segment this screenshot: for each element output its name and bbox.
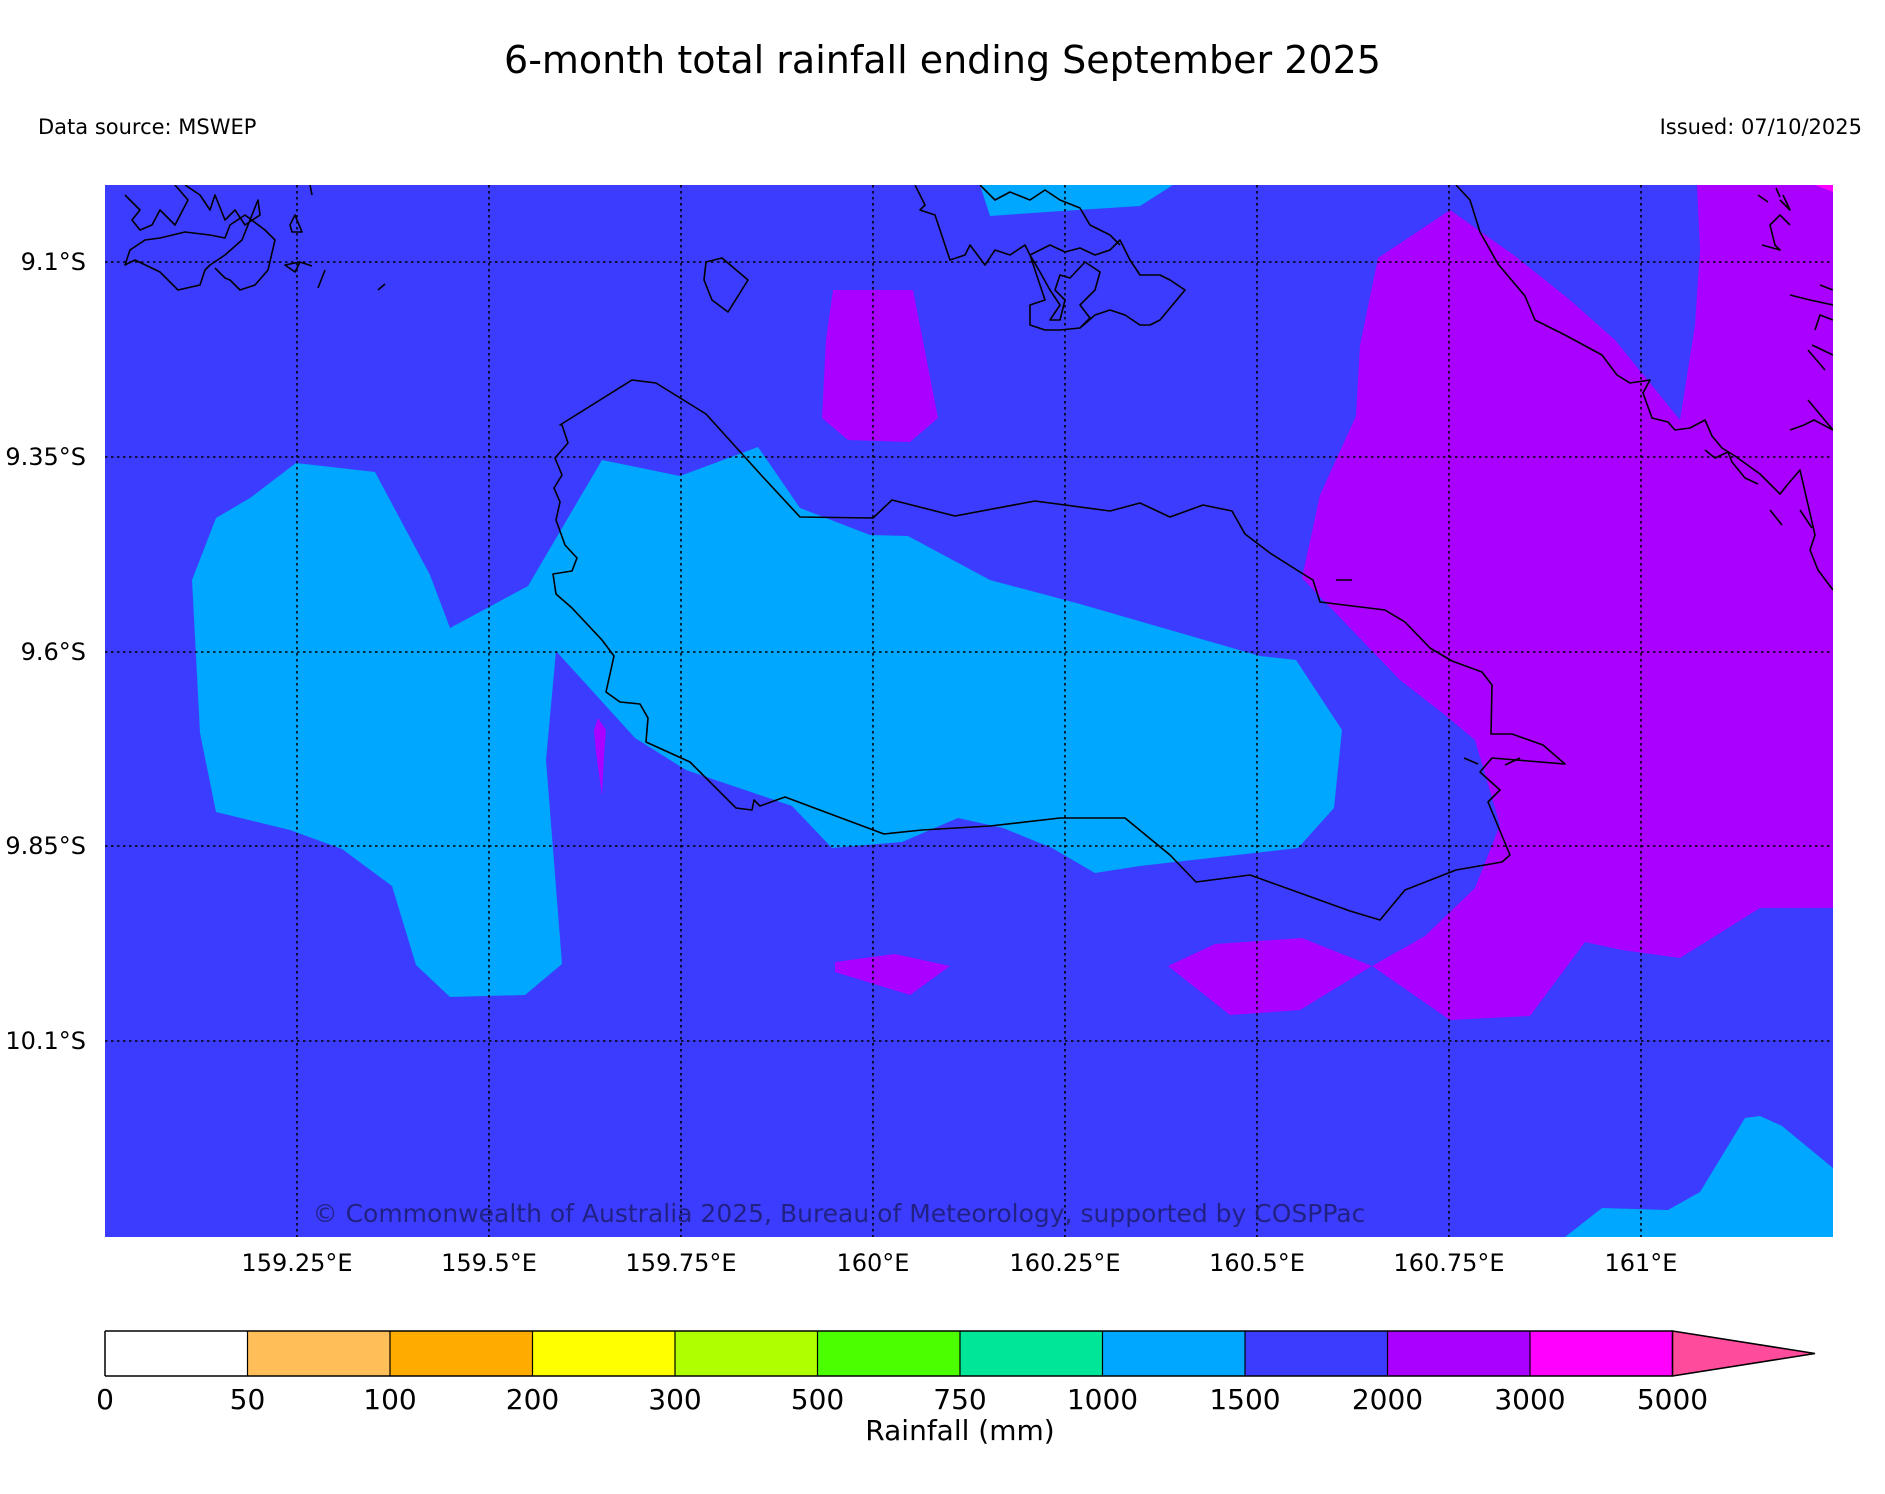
colorbar-dividers — [246, 1331, 1674, 1376]
colorbar-tick-0: 0 — [96, 1383, 114, 1416]
colorbar-tick-1500: 1500 — [1209, 1383, 1280, 1416]
map-gridlines — [105, 185, 1833, 1237]
colorbar-segment-1500-2000 — [1245, 1331, 1388, 1376]
colorbar-tick-50: 50 — [230, 1383, 266, 1416]
lon-label-161: 161°E — [1605, 1249, 1678, 1277]
coastline-nw-small — [284, 185, 386, 291]
colorbar-segment-300-500 — [675, 1331, 818, 1376]
lat-label-9-85: 9.85°S — [5, 832, 86, 860]
colorbar-tick-1000: 1000 — [1067, 1383, 1138, 1416]
lon-label-160-25: 160.25°E — [1009, 1249, 1120, 1277]
copyright-notice: © Commonwealth of Australia 2025, Bureau… — [313, 1199, 1366, 1228]
colorbar-tick-5000: 5000 — [1637, 1383, 1708, 1416]
lon-label-160: 160°E — [837, 1249, 910, 1277]
colorbar-segment-3000-5000 — [1530, 1331, 1673, 1376]
colorbar-segment-0-50 — [105, 1331, 248, 1376]
page-title: 6-month total rainfall ending September … — [504, 38, 1381, 82]
lat-label-9-35: 9.35°S — [5, 443, 86, 471]
colorbar-extend-arrow — [1671, 1330, 1816, 1377]
coastline-guadalcanal — [552, 379, 1566, 921]
colorbar-tick-200: 200 — [506, 1383, 559, 1416]
colorbar-segment-50-100 — [247, 1331, 390, 1376]
colorbar-label: Rainfall (mm) — [865, 1414, 1054, 1447]
coastline-florida-islands — [914, 185, 1186, 331]
rainfall-1000-1500-areas — [192, 185, 1833, 1237]
colorbar-tick-3000: 3000 — [1494, 1383, 1565, 1416]
colorbar-segment-200-300 — [532, 1331, 675, 1376]
lon-label-160-5: 160.5°E — [1209, 1249, 1305, 1277]
colorbar-tick-500: 500 — [791, 1383, 844, 1416]
colorbar-tick-750: 750 — [933, 1383, 986, 1416]
longitude-labels: 159.25°E 159.5°E 159.75°E 160°E 160.25°E… — [241, 1249, 1677, 1277]
lon-label-160-75: 160.75°E — [1393, 1249, 1504, 1277]
colorbar-segment-100-200 — [390, 1331, 533, 1376]
rainfall-zone-south-small — [835, 954, 950, 995]
rainfall-zone-east — [1302, 185, 1833, 1020]
lon-label-159-25: 159.25°E — [241, 1249, 352, 1277]
issued-date-label: Issued: 07/10/2025 — [1659, 115, 1862, 139]
coastline-savo-island — [703, 257, 749, 313]
colorbar-segment-500-750 — [817, 1331, 960, 1376]
coastlines — [124, 185, 1833, 921]
colorbar-tick-2000: 2000 — [1352, 1383, 1423, 1416]
lat-label-10-1: 10.1°S — [5, 1027, 86, 1055]
coastline-malaita-fragments — [1704, 187, 1833, 529]
rainfall-zone-southeast — [1565, 1116, 1833, 1237]
data-source-label: Data source: MSWEP — [38, 115, 257, 139]
coastline-florida-north — [979, 185, 1121, 246]
rainfall-zone-west-sliver — [594, 718, 606, 796]
latitude-labels: 9.1°S 9.35°S 9.6°S 9.85°S 10.1°S — [5, 248, 86, 1055]
map-area: © Commonwealth of Australia 2025, Bureau… — [105, 185, 1833, 1237]
lon-label-159-5: 159.5°E — [441, 1249, 537, 1277]
rainfall-zone-south-mid — [1168, 938, 1372, 1015]
lat-label-9-1: 9.1°S — [21, 248, 86, 276]
colorbar-segment-750-1000 — [960, 1331, 1103, 1376]
colorbar-tick-100: 100 — [363, 1383, 416, 1416]
rainfall-zone-west — [192, 447, 1342, 997]
rainfall-zone-north — [980, 185, 1173, 216]
coastline-malaita — [1455, 185, 1833, 591]
rainfall-3000-5000-area — [1815, 185, 1833, 192]
coastline-nw-islands — [124, 185, 276, 291]
colorbar-tick-300: 300 — [648, 1383, 701, 1416]
rainfall-2000-3000-areas — [594, 185, 1833, 1020]
colorbar-segment-2000-3000 — [1387, 1331, 1530, 1376]
lon-label-159-75: 159.75°E — [625, 1249, 736, 1277]
rainfall-zone-north-small — [822, 290, 938, 442]
colorbar-tick-labels: 0 50 100 200 300 500 750 1000 1500 2000 … — [96, 1383, 1708, 1416]
lat-label-9-6: 9.6°S — [21, 638, 86, 666]
colorbar-segment-1000-1500 — [1102, 1331, 1245, 1376]
coastline-south-marks — [1336, 579, 1521, 766]
colorbar: 0 50 100 200 300 500 750 1000 1500 2000 … — [96, 1330, 1816, 1447]
colorbar-outline — [104, 1330, 1673, 1377]
